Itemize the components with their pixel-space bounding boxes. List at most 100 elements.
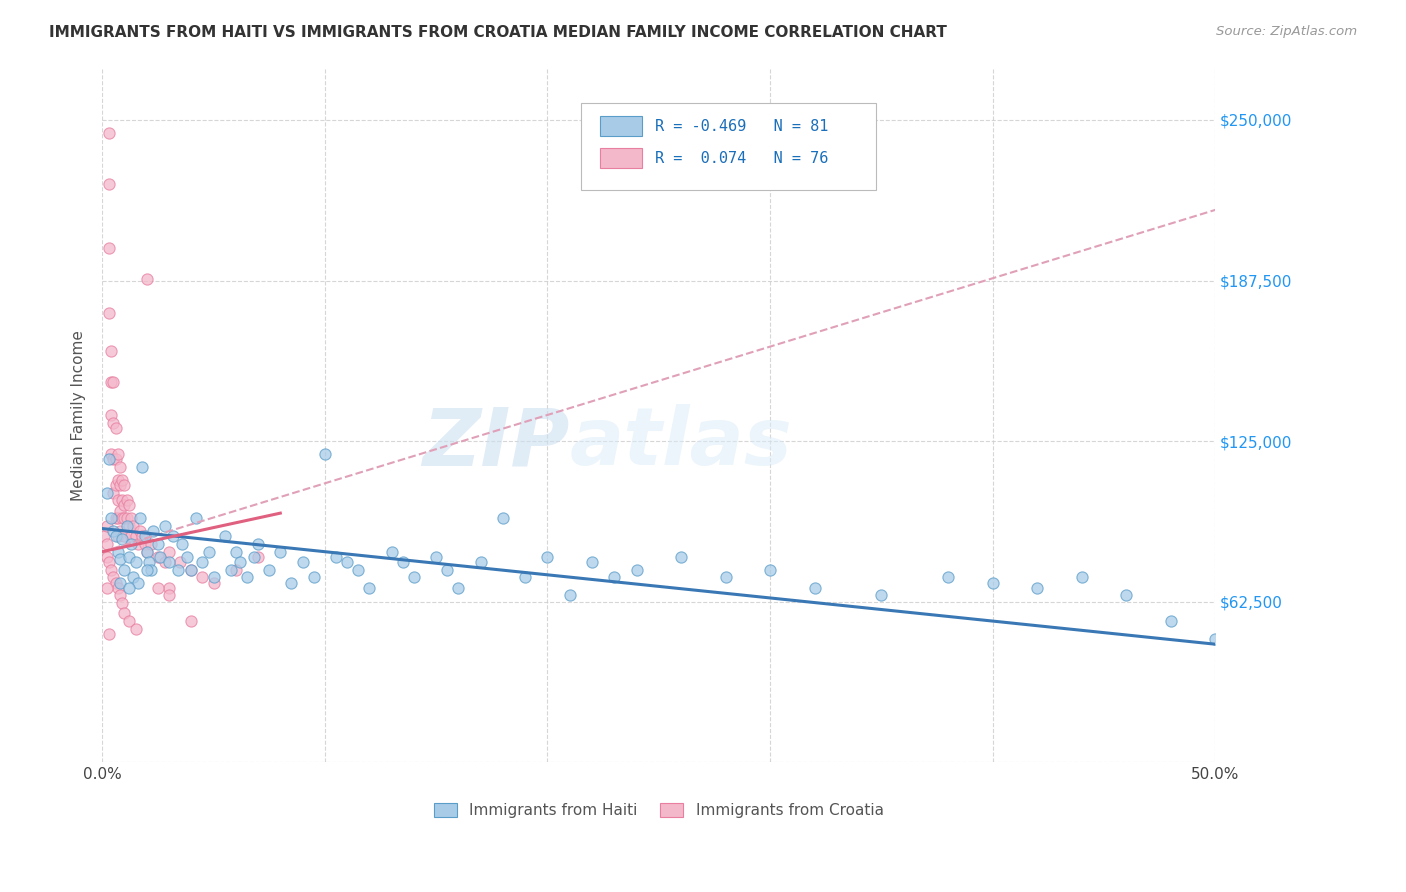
Point (114, 607, 136, 621)
Text: IMMIGRANTS FROM HAITI VS IMMIGRANTS FROM CROATIA MEDIAN FAMILY INCOME CORRELATIO: IMMIGRANTS FROM HAITI VS IMMIGRANTS FROM… (49, 25, 948, 40)
Point (107, 473, 129, 487)
Point (115, 511, 138, 525)
Point (100, 375, 122, 389)
Point (447, 581, 470, 595)
Point (153, 519, 176, 533)
Point (120, 511, 142, 525)
Text: R =  0.074   N = 76: R = 0.074 N = 76 (655, 151, 828, 166)
Point (118, 614, 141, 628)
Point (146, 581, 169, 595)
Point (191, 570, 214, 584)
Point (870, 588, 893, 602)
Point (118, 549, 141, 564)
Point (107, 529, 129, 543)
Point (157, 544, 180, 558)
Point (104, 421, 127, 435)
Point (169, 555, 191, 569)
Point (167, 563, 190, 577)
Point (134, 529, 156, 543)
Point (314, 447, 336, 461)
Point (1070, 570, 1092, 584)
Y-axis label: Median Family Income: Median Family Income (72, 330, 86, 501)
Point (97, 627, 120, 641)
Point (108, 552, 131, 566)
Point (97, 555, 120, 569)
Point (103, 416, 125, 430)
Point (402, 570, 425, 584)
Point (229, 555, 252, 569)
Point (104, 478, 127, 492)
Point (108, 575, 131, 590)
Point (214, 529, 236, 543)
Point (536, 549, 558, 564)
Point (97, 242, 120, 256)
Point (714, 570, 737, 584)
Point (153, 555, 176, 569)
Point (347, 563, 370, 577)
Point (118, 499, 141, 513)
Point (202, 570, 225, 584)
Point (104, 575, 127, 590)
Point (172, 537, 194, 551)
Point (107, 493, 129, 508)
Point (981, 575, 1004, 590)
Point (120, 529, 142, 543)
Point (176, 549, 198, 564)
Point (247, 537, 270, 551)
Bar (600, 116, 643, 136)
Point (302, 570, 325, 584)
Point (359, 581, 381, 595)
Point (269, 544, 291, 558)
Legend: Immigrants from Haiti, Immigrants from Croatia: Immigrants from Haiti, Immigrants from C… (427, 797, 890, 824)
Point (184, 511, 207, 525)
Point (141, 563, 163, 577)
Point (291, 555, 314, 569)
Point (97, 126, 120, 140)
Point (124, 622, 146, 636)
Point (135, 544, 157, 558)
Point (118, 519, 141, 533)
Point (131, 459, 153, 474)
Point (280, 575, 302, 590)
Text: atlas: atlas (569, 404, 793, 483)
Point (114, 529, 136, 543)
Point (1026, 581, 1049, 595)
Point (581, 555, 603, 569)
Point (242, 549, 264, 564)
Point (96, 519, 118, 533)
Point (221, 563, 243, 577)
Point (96, 485, 118, 500)
Point (470, 555, 492, 569)
Point (97, 306, 120, 320)
Point (669, 549, 692, 564)
Point (157, 581, 180, 595)
Point (157, 588, 180, 602)
Point (129, 511, 152, 525)
Point (114, 499, 136, 513)
Text: Source: ZipAtlas.com: Source: ZipAtlas.com (1216, 25, 1357, 38)
Point (100, 563, 122, 577)
Point (114, 478, 136, 492)
Point (114, 511, 136, 525)
Point (1204, 632, 1226, 646)
Point (1115, 588, 1137, 602)
Point (103, 570, 125, 584)
Point (115, 519, 138, 533)
Point (236, 570, 259, 584)
Point (103, 524, 125, 538)
Point (1160, 614, 1182, 628)
Point (96, 537, 118, 551)
Point (134, 537, 156, 551)
Point (157, 555, 180, 569)
Point (96, 549, 118, 564)
Point (120, 537, 142, 551)
Point (124, 529, 146, 543)
Point (111, 493, 134, 508)
Point (103, 485, 125, 500)
Point (626, 563, 648, 577)
Point (100, 344, 122, 359)
Point (135, 563, 157, 577)
Point (129, 524, 152, 538)
Text: R = -0.469   N = 81: R = -0.469 N = 81 (655, 119, 828, 134)
Bar (600, 148, 643, 168)
